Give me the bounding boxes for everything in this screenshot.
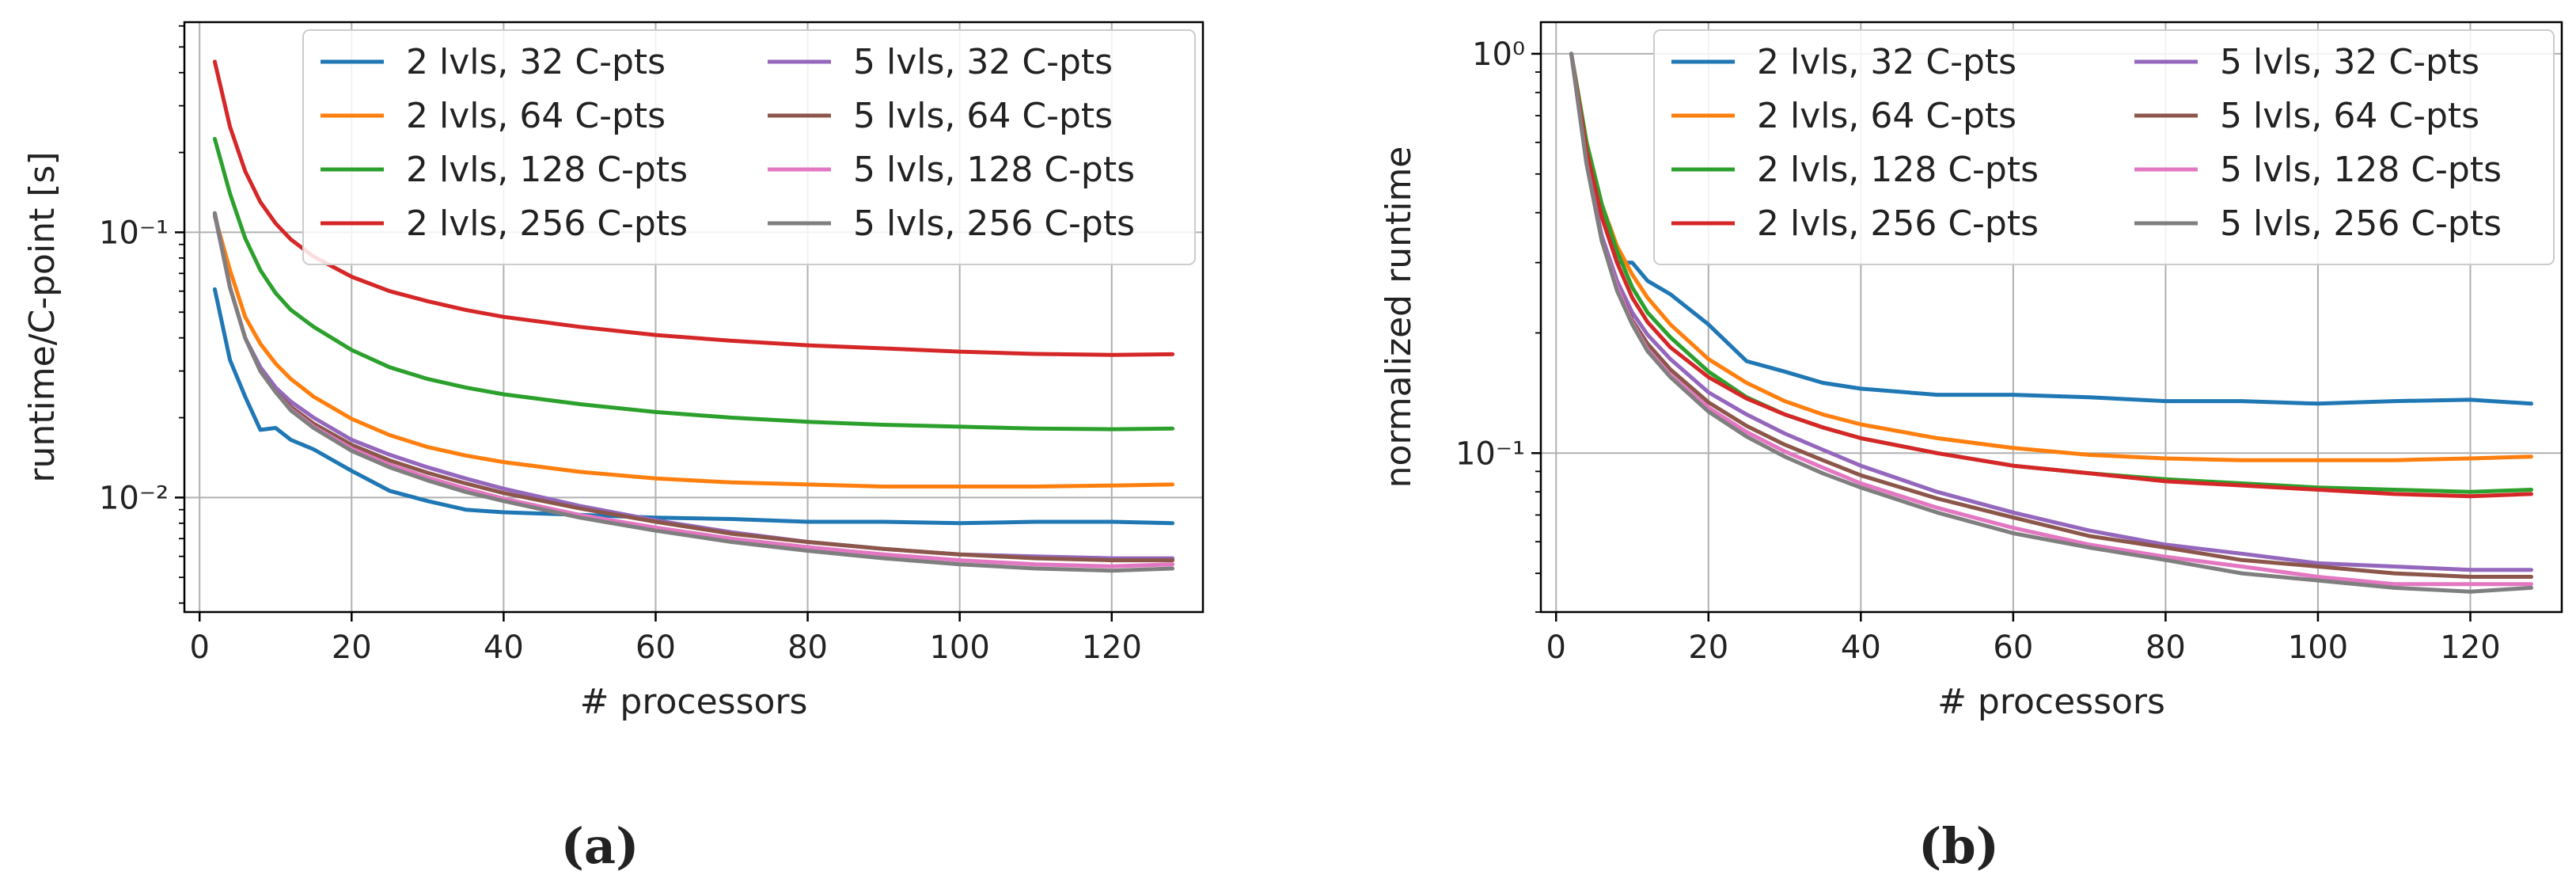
legend-item: 5 lvls, 256 C-pts bbox=[768, 203, 1135, 244]
series-line-5-lvls-256-c-pts bbox=[1569, 51, 2533, 594]
legend-label: 2 lvls, 32 C-pts bbox=[1757, 42, 2016, 82]
legend: 2 lvls, 32 C-pts 2 lvls, 64 C-pts 2 lvls, … bbox=[1653, 29, 2555, 265]
legend-label: 2 lvls, 64 C-pts bbox=[1757, 96, 2016, 136]
x-tick-label: 100 bbox=[2288, 629, 2348, 666]
legend-item: 2 lvls, 128 C-pts bbox=[1671, 150, 2039, 190]
legend-item: 2 lvls, 256 C-pts bbox=[321, 203, 688, 244]
series-group bbox=[1569, 51, 2533, 594]
series-line-2-lvls-256-c-pts bbox=[212, 59, 1175, 357]
legend-label: 2 lvls, 32 C-pts bbox=[406, 42, 666, 82]
series-line-5-lvls-32-c-pts bbox=[212, 213, 1175, 561]
caption-b: (b) bbox=[1918, 817, 1999, 875]
legend-box bbox=[302, 29, 1196, 265]
legend-label: 5 lvls, 256 C-pts bbox=[2220, 203, 2502, 244]
plot-frame bbox=[183, 21, 1205, 614]
x-tick-label: 0 bbox=[1546, 629, 1566, 666]
legend: 2 lvls, 32 C-pts 2 lvls, 64 C-pts 2 lvls, … bbox=[302, 29, 1196, 265]
y-axis-label: runtime/C-point [s] bbox=[22, 151, 63, 482]
series-line-2-lvls-32-c-pts bbox=[212, 287, 1175, 526]
caption-a: (a) bbox=[561, 817, 639, 875]
series-group bbox=[212, 59, 1175, 573]
legend-label: 5 lvls, 64 C-pts bbox=[2220, 96, 2479, 136]
series-line-2-lvls-64-c-pts bbox=[1569, 51, 2533, 462]
x-axis-label: # processors bbox=[1937, 682, 2165, 722]
y-tick-label: 10⁰ bbox=[1472, 36, 1525, 73]
legend-box bbox=[1653, 29, 2555, 265]
legend-label: 5 lvls, 32 C-pts bbox=[853, 42, 1113, 82]
y-axis-label: normalized runtime bbox=[1379, 146, 1419, 489]
legend-item: 2 lvls, 256 C-pts bbox=[1671, 203, 2039, 244]
legend-item: 5 lvls, 128 C-pts bbox=[2134, 150, 2502, 190]
x-tick-label: 60 bbox=[1993, 629, 2033, 666]
x-tick-label: 20 bbox=[332, 629, 372, 666]
legend-item: 5 lvls, 256 C-pts bbox=[2134, 203, 2502, 244]
series-line-2-lvls-128-c-pts bbox=[212, 136, 1175, 432]
legend-item: 2 lvls, 32 C-pts bbox=[321, 42, 666, 82]
x-tick-label: 80 bbox=[2145, 629, 2186, 666]
x-tick-label: 120 bbox=[2440, 629, 2500, 666]
legend-label: 2 lvls, 64 C-pts bbox=[406, 96, 666, 136]
x-axis-label: # processors bbox=[580, 682, 808, 722]
legend-item: 5 lvls, 32 C-pts bbox=[768, 42, 1113, 82]
legend-label: 5 lvls, 256 C-pts bbox=[853, 203, 1135, 244]
y-tick-label: 10⁻¹ bbox=[1455, 435, 1525, 472]
legend-label: 5 lvls, 64 C-pts bbox=[853, 96, 1113, 136]
x-tick-label: 20 bbox=[1688, 629, 1728, 666]
legend-label: 5 lvls, 128 C-pts bbox=[2220, 150, 2502, 190]
x-tick-label: 0 bbox=[189, 629, 209, 666]
legend-label: 2 lvls, 128 C-pts bbox=[1757, 150, 2039, 190]
x-tick-label: 60 bbox=[635, 629, 676, 666]
legend-label: 5 lvls, 128 C-pts bbox=[853, 150, 1135, 190]
plot-frame bbox=[1539, 21, 2563, 614]
legend-item: 5 lvls, 128 C-pts bbox=[768, 150, 1135, 190]
legend-label: 2 lvls, 128 C-pts bbox=[406, 150, 688, 190]
x-tick-label: 120 bbox=[1082, 629, 1142, 666]
legend-item: 5 lvls, 32 C-pts bbox=[2134, 42, 2479, 82]
chart-panel-b: 0 20 40 60 80 100 120 10⁻¹ 10⁰ # processors normal… bbox=[1379, 21, 2563, 722]
x-tick-label: 40 bbox=[1841, 629, 1881, 666]
series-line-5-lvls-32-c-pts bbox=[1569, 51, 2533, 572]
x-tick-label: 40 bbox=[484, 629, 524, 666]
series-line-2-lvls-64-c-pts bbox=[212, 214, 1175, 489]
series-line-5-lvls-64-c-pts bbox=[212, 211, 1175, 563]
series-line-5-lvls-256-c-pts bbox=[212, 211, 1175, 573]
chart-panel-a: 0 20 40 60 80 100 120 10⁻² 10⁻¹ # processors runti… bbox=[22, 21, 1205, 722]
series-line-5-lvls-128-c-pts bbox=[212, 211, 1175, 568]
x-tick-label: 80 bbox=[787, 629, 828, 666]
y-tick-label: 10⁻² bbox=[99, 480, 169, 516]
y-tick-label: 10⁻¹ bbox=[99, 215, 169, 251]
legend-item: 2 lvls, 64 C-pts bbox=[1671, 96, 2016, 136]
legend-item: 2 lvls, 64 C-pts bbox=[321, 96, 666, 136]
legend-item: 2 lvls, 128 C-pts bbox=[321, 150, 688, 190]
legend-label: 5 lvls, 32 C-pts bbox=[2220, 42, 2479, 82]
legend-item: 5 lvls, 64 C-pts bbox=[768, 96, 1113, 136]
series-line-2-lvls-256-c-pts bbox=[1569, 51, 2533, 499]
legend-item: 2 lvls, 32 C-pts bbox=[1671, 42, 2016, 82]
legend-label: 2 lvls, 256 C-pts bbox=[406, 203, 688, 244]
legend-item: 5 lvls, 64 C-pts bbox=[2134, 96, 2479, 136]
legend-label: 2 lvls, 256 C-pts bbox=[1757, 203, 2039, 244]
x-tick-label: 100 bbox=[929, 629, 989, 666]
